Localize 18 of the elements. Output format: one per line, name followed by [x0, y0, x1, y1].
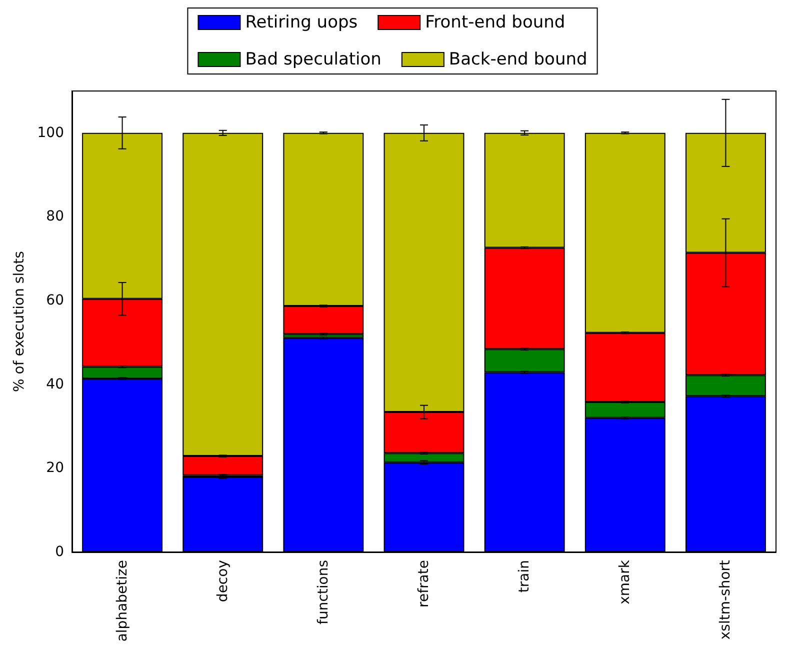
x-tick-label: alphabetize — [114, 560, 130, 642]
y-tick-label: 60 — [46, 292, 64, 309]
legend-label: Front-end bound — [425, 12, 566, 32]
x-tick-label: train — [516, 560, 533, 593]
y-axis-title: % of execution slots — [11, 251, 28, 392]
y-tick-label: 20 — [46, 460, 64, 476]
y-tick-label: 0 — [55, 544, 64, 560]
y-tick-label: 100 — [37, 124, 64, 141]
x-tick-label: refrate — [416, 560, 432, 608]
legend-label: Retiring uops — [245, 12, 358, 32]
y-tick-label: 40 — [46, 376, 64, 392]
x-tick-label: xmark — [617, 559, 634, 604]
x-tick-label: functions — [315, 560, 332, 624]
legend-label: Bad speculation — [245, 50, 382, 70]
legend-label: Back-end bound — [448, 50, 588, 70]
y-tick-label: 80 — [46, 208, 64, 225]
x-tick-label: decoy — [214, 560, 231, 602]
x-tick-label: xsltm-short — [718, 559, 734, 640]
